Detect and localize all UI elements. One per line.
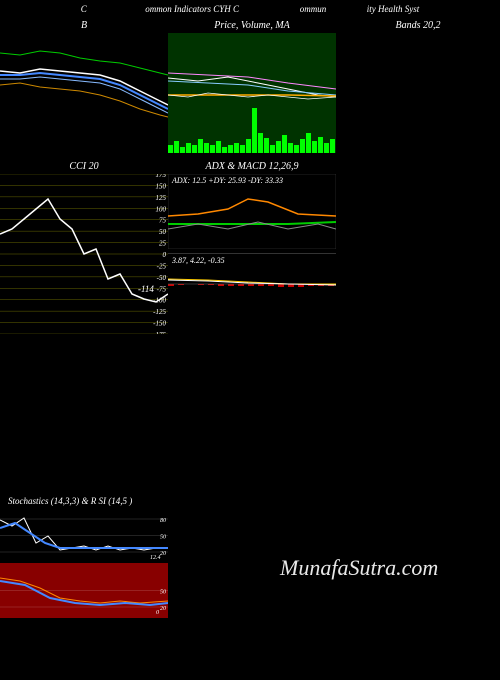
svg-text:175: 175 [156, 174, 167, 179]
svg-text:-75: -75 [157, 285, 167, 293]
macd-text: 3.87, 4.22, -0.35 [172, 256, 225, 265]
macd-chart: 3.87, 4.22, -0.35 [168, 253, 336, 318]
stoch-chart: 80 50 2012.4 [0, 508, 168, 563]
svg-text:-25: -25 [157, 262, 167, 270]
bbands-right-title: Bands 20,2 [336, 18, 500, 33]
adx-chart: ADX: 12.5 +DY: 25.93 -DY: 33.33 [168, 174, 336, 249]
svg-text:20: 20 [160, 606, 166, 612]
bbands-panel: B [0, 18, 168, 153]
adx-title: ADX & MACD 12,26,9 [168, 159, 336, 174]
bbands-title: B [0, 18, 168, 33]
svg-text:-175: -175 [153, 331, 166, 334]
svg-text:80: 80 [160, 518, 166, 524]
svg-text:100: 100 [156, 205, 167, 213]
svg-text:-50: -50 [157, 274, 167, 282]
rsi-chart: 50 200 [0, 563, 168, 618]
svg-text:125: 125 [156, 194, 167, 202]
bbands-chart [0, 33, 168, 153]
svg-text:0: 0 [163, 251, 167, 259]
adx-macd-panel: ADX & MACD 12,26,9 ADX: 12.5 +DY: 25.93 … [168, 159, 336, 334]
price-panel: Price, Volume, MA [168, 18, 336, 153]
stoch-panel: 80502012.4 50200 [0, 508, 168, 618]
svg-text:-100: -100 [153, 297, 166, 305]
svg-text:25: 25 [159, 240, 167, 248]
svg-text:150: 150 [156, 182, 167, 190]
svg-text:20: 20 [160, 551, 166, 557]
page-header: C ommon Indicators CYH C ommun ity Healt… [0, 0, 500, 18]
svg-text:-114: -114 [138, 284, 154, 294]
cci-title: CCI 20 [0, 159, 168, 174]
watermark: MunafaSutra.com [280, 555, 438, 581]
bbands-right-panel: Bands 20,2 [336, 18, 500, 153]
svg-text:0: 0 [156, 610, 159, 616]
svg-text:75: 75 [159, 217, 167, 225]
svg-text:50: 50 [160, 590, 166, 596]
price-chart [168, 33, 336, 153]
svg-text:-125: -125 [153, 308, 166, 316]
price-title: Price, Volume, MA [168, 18, 336, 33]
svg-text:-150: -150 [153, 320, 166, 328]
svg-text:12.4: 12.4 [150, 554, 161, 561]
hdr-mid1: ommon Indicators CYH C [145, 4, 239, 14]
stoch-title: Stochastics (14,3,3) & R SI (14,5 ) [0, 494, 500, 508]
hdr-right: ity Health Syst [367, 4, 420, 14]
cci-chart: 175 150 125 100 75 50 25 0 -25 -50 -75 -100 -125 -150… [0, 174, 168, 334]
adx-text: ADX: 12.5 +DY: 25.93 -DY: 33.33 [172, 176, 283, 185]
svg-text:50: 50 [160, 535, 166, 541]
cci-panel: CCI 20 175 150 125 100 75 50 25 0 -25 -50 -75 -100 -… [0, 159, 168, 334]
svg-text:50: 50 [159, 228, 167, 236]
hdr-mid2: ommun [300, 4, 327, 14]
hdr-left: C [81, 4, 87, 14]
